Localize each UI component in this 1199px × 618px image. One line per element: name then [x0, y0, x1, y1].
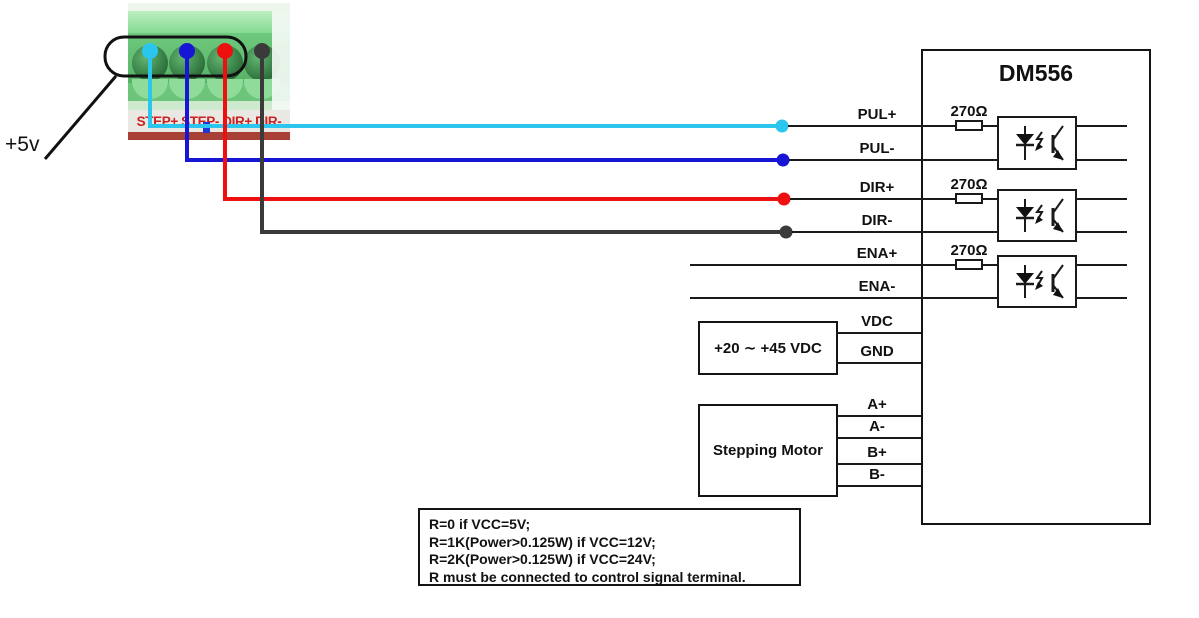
- wire-end-dot-pul-minus: [776, 153, 790, 167]
- wire-end-dot-dir-minus: [779, 225, 793, 239]
- resistor-value-pul: 270Ω: [950, 103, 988, 120]
- wire-end-dot-pul-plus: [775, 119, 789, 133]
- connector-photo-edge: [272, 11, 290, 110]
- note-line: R=2K(Power>0.125W) if VCC=24V;: [429, 551, 656, 567]
- resistor-icon-pul: [955, 120, 983, 131]
- terminal-highlight-oval: [103, 35, 248, 78]
- stepping-motor-box: Stepping Motor: [698, 404, 838, 497]
- terminal-label-ena-minus: ENA-: [858, 278, 896, 295]
- terminal-label-a-plus: A+: [867, 396, 887, 413]
- note-line: R=1K(Power>0.125W) if VCC=12V;: [429, 533, 656, 550]
- connector-photo-top-strip: [128, 3, 290, 11]
- terminal-label-pul-plus: PUL+: [857, 106, 897, 123]
- wire-end-dot-dir-plus: [777, 192, 791, 206]
- terminal-dot-dir-plus: [217, 43, 233, 59]
- wire-step-minus: [185, 51, 783, 162]
- terminal-label-pul-minus: PUL-: [859, 140, 895, 157]
- resistor-value-ena: 270Ω: [950, 242, 988, 259]
- driver-title: DM556: [998, 60, 1074, 86]
- terminal-dot-step-plus: [142, 43, 158, 59]
- power-supply-box: +20 ∼ +45 VDC: [698, 321, 838, 375]
- optocoupler-icon-dir: [997, 189, 1077, 242]
- terminal-label-dir-minus: DIR-: [861, 212, 893, 229]
- supply-pointer-line: [43, 75, 118, 160]
- note-line: R must be connected to control signal te…: [429, 568, 746, 585]
- power-supply-label: +20 ∼ +45 VDC: [714, 340, 822, 357]
- terminal-label-ena-plus: ENA+: [856, 245, 898, 262]
- supply-voltage-label: +5v: [5, 133, 40, 156]
- connector-lower-strip: [128, 101, 290, 110]
- note-line: R=0 if VCC=5V;: [429, 516, 531, 532]
- terminal-label-gnd: GND: [860, 343, 894, 360]
- wire-dir-plus: [223, 51, 784, 201]
- resistor-icon-ena: [955, 259, 983, 270]
- terminal-label-b-plus: B+: [867, 444, 887, 461]
- resistor-value-dir: 270Ω: [950, 176, 988, 193]
- wire-step-plus: [148, 51, 782, 128]
- resistor-icon-dir: [955, 193, 983, 204]
- terminal-label-b-minus: B-: [869, 466, 885, 483]
- terminal-label-vdc: VDC: [861, 313, 893, 330]
- terminal-label-dir-plus: DIR+: [859, 179, 895, 196]
- connector-body-highlight: [128, 11, 290, 33]
- connector-pcb-strip: [128, 132, 290, 140]
- signal-lines: [690, 125, 1127, 487]
- wire-dir-minus: [260, 51, 786, 234]
- terminal-dot-step-minus: [179, 43, 195, 59]
- stepping-motor-label: Stepping Motor: [713, 442, 823, 459]
- driver-box: DM556: [921, 49, 1151, 525]
- terminal-label-a-minus: A-: [869, 418, 885, 435]
- terminal-dot-dir-minus: [254, 43, 270, 59]
- optocoupler-icon-pul: [997, 116, 1077, 170]
- optocoupler-icon-ena: [997, 255, 1077, 308]
- note-box: R=0 if VCC=5V; R=1K(Power>0.125W) if VCC…: [418, 508, 801, 586]
